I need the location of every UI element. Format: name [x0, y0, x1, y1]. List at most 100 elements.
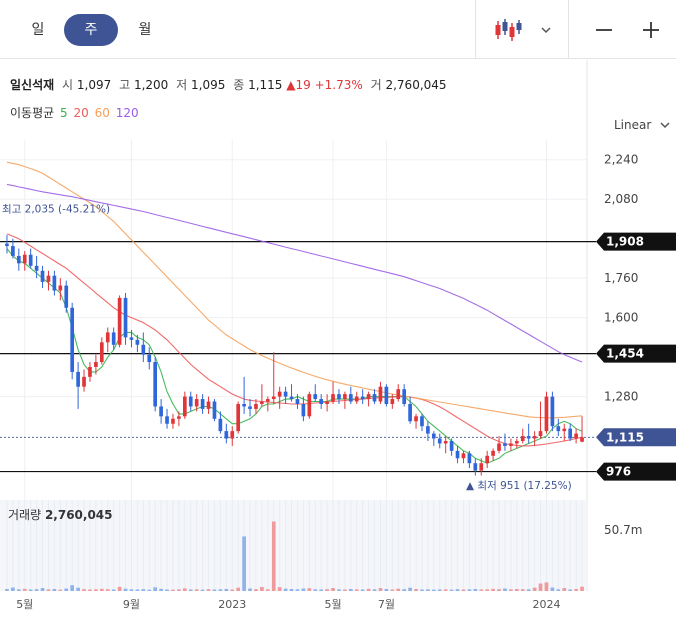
candle-body [230, 431, 235, 439]
candle-body [509, 443, 513, 446]
volume-bar [177, 589, 181, 591]
chart-type-button[interactable] [488, 14, 528, 46]
price-tick-label: 2,080 [604, 192, 638, 206]
candle-body [485, 455, 490, 464]
candle-body [265, 399, 270, 402]
low-value: 1,095 [191, 78, 226, 92]
candle-body [129, 337, 134, 340]
tab-day[interactable]: 일 [31, 22, 45, 38]
volume-bar [117, 586, 122, 591]
volume-bar [76, 587, 80, 591]
volume-bar [236, 587, 241, 591]
volume-bar [260, 587, 264, 591]
candle-body [135, 339, 140, 345]
x-tick-label: 7월 [378, 598, 395, 611]
plus-icon [643, 22, 659, 38]
tab-week[interactable]: 주 [64, 14, 118, 46]
close-label: 종 [233, 78, 245, 92]
volume-bar [396, 588, 401, 591]
moving-average-label: 이동평균 [10, 106, 55, 120]
volume-bar [141, 589, 146, 591]
ma20-label: 20 [73, 106, 89, 120]
candle-body [479, 463, 484, 471]
level-label: 976 [606, 465, 631, 479]
candle-body [82, 376, 86, 387]
candle-body [313, 394, 318, 400]
toolbar: 일 주 월 [0, 0, 676, 59]
volume-bar [182, 588, 187, 591]
volume-bar [313, 589, 318, 591]
candle-body [337, 394, 341, 400]
high-value: 1,200 [133, 78, 169, 92]
volume-bar [230, 589, 235, 591]
candle-body [236, 403, 241, 432]
price-tick-label: 1,760 [604, 271, 638, 285]
volume-bar [509, 589, 513, 591]
candle-body [5, 243, 9, 247]
candle-body [562, 428, 567, 432]
candle-body [194, 399, 199, 407]
candle-body [218, 418, 223, 432]
volume-bar [568, 589, 573, 591]
level-badge [596, 462, 676, 481]
candle-body [319, 399, 324, 404]
tab-month[interactable]: 월 [138, 22, 152, 38]
volume-bar [206, 589, 211, 591]
volume-bar [550, 587, 555, 591]
candle-body [242, 403, 246, 407]
candle-body [46, 275, 51, 282]
ma5-label: 5 [60, 106, 68, 120]
zoom-out-button[interactable] [584, 14, 624, 46]
volume-bar [325, 589, 329, 591]
volume-bar [105, 589, 110, 591]
candle-body [260, 401, 264, 404]
volume-bar [40, 588, 45, 591]
horizontal-lines: 1,908 1,454 1,115 976 [0, 232, 676, 481]
candle-body [426, 426, 430, 434]
candle-body [455, 450, 460, 459]
volume-value: 2,760,045 [385, 78, 447, 92]
level-badge [596, 232, 676, 251]
volume-bar [200, 589, 205, 591]
candle-body [248, 406, 252, 409]
candle-body [532, 436, 537, 439]
candle-body [574, 433, 578, 439]
volume-bar [88, 589, 92, 591]
volume-bar [455, 589, 460, 591]
volume-bar [384, 589, 389, 591]
volume-bar [94, 589, 98, 591]
low-annotation: ▲ 최저 951 (17.25%) [466, 480, 572, 492]
candle-body [254, 403, 258, 409]
candle-body [408, 403, 412, 422]
candle-body [348, 394, 353, 402]
candle-body [200, 399, 205, 409]
volume-bar [532, 587, 537, 591]
high-label: 고 [119, 78, 131, 92]
scale-selector[interactable]: Linear [614, 118, 671, 132]
candle-body [22, 254, 27, 264]
volume-bar [111, 589, 116, 591]
candle-body [568, 428, 573, 439]
candle-body [295, 399, 300, 404]
chart-type-dropdown[interactable] [532, 14, 560, 46]
candle-body [171, 418, 175, 424]
moving-average-legend[interactable]: 이동평균 5 20 60 120 [10, 104, 139, 121]
volume-bar [188, 589, 193, 591]
candle-body [111, 332, 116, 345]
volume-bar [408, 587, 412, 591]
candle-body [88, 366, 92, 377]
candle-body [497, 443, 501, 451]
zoom-in-button[interactable] [631, 14, 671, 46]
candles [5, 234, 584, 476]
candle-body [360, 396, 365, 400]
candle-body [70, 307, 75, 372]
candle-body [402, 389, 407, 404]
volume-bar [574, 589, 578, 591]
candle-body [283, 391, 288, 397]
toolbar-divider [568, 0, 569, 58]
volume-bar [366, 588, 371, 591]
candle-body [491, 450, 495, 456]
volume-bar [360, 589, 365, 591]
chevron-down-icon [660, 122, 670, 129]
